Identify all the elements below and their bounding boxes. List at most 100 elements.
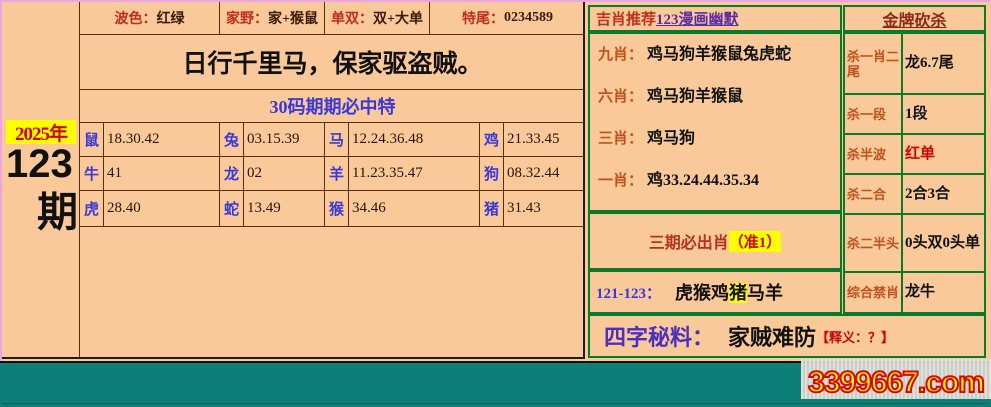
period-range-box: 121-123： 虎猴鸡猪马羊 [588,270,842,314]
attribute-cell-1: 家野： 家+猴鼠 [220,2,325,35]
zodiac-recommend-row: 六肖： 鸡马狗羊猴鼠 [598,82,840,124]
zodiac-numbers: 21.33.45 [507,131,560,147]
zodiac-recommend-box: 九肖： 鸡马狗羊猴鼠兔虎蛇 六肖： 鸡马狗羊猴鼠 三肖： 鸡马狗 一肖： 鸡33.24.44.… [588,32,842,212]
zodiac-recommend-row: 三肖： 鸡马狗 [598,124,840,166]
kill-value: 1段 [905,105,928,122]
attribute-label: 特尾： [462,12,504,27]
zodiac-row: 牛 41 龙 02 羊 11.23.35.47 狗 08.32.44 [80,157,585,191]
attribute-label: 单双： [331,12,373,27]
zodiac-numbers: 41 [107,165,122,181]
three-period-label: 三期必出肖 [648,235,729,252]
zodiac-name: 虎 [80,191,104,226]
zodiac-cell-蛇: 蛇 13.49 [220,191,325,227]
attribute-value: 双+大单 [373,12,423,27]
attribute-label: 波色： [114,12,157,27]
kill-value: 龙6.7尾 [905,55,954,71]
four-char-note[interactable]: 【释义：？】 [816,329,895,345]
zodiac-cell-兔: 兔 03.15.39 [220,123,325,157]
kill-label: 杀一肖二尾 [845,34,903,93]
zodiac-name: 牛 [80,157,104,190]
period-number: 123 [6,141,73,186]
kill-row: 杀一肖二尾 龙6.7尾 [843,32,986,95]
zodiac-name: 龙 [220,157,244,190]
zodiac-name: 猪 [480,191,504,226]
zodiac-recommend-value: 鸡33.24.44.35.34 [647,172,760,189]
zodiac-name: 鼠 [80,123,104,156]
recommend-header[interactable]: 吉肖推荐 123漫画幽默 [588,5,842,32]
zodiac-name: 蛇 [220,191,244,226]
kill-label: 杀二半头 [845,215,903,271]
gold-kill-header[interactable]: 金牌砍杀 [843,5,986,32]
zodiac-name: 马 [325,123,349,156]
watermark-text: 3399667.com [807,365,986,400]
zodiac-numbers: 28.40 [107,200,141,216]
zodiac-number-grid: 鼠 18.30.42 兔 03.15.39 马 12.24.36.48 鸡 21.33.45 牛… [80,123,585,227]
zodiac-recommend-row: 一肖： 鸡33.24.44.35.34 [598,166,840,208]
zodiac-cell-猴: 猴 34.46 [325,191,480,227]
recommend-label: 吉肖推荐 [596,12,657,28]
kill-label: 综合禁肖 [845,273,903,312]
zodiac-name: 羊 [325,157,349,190]
comic-humor-link[interactable]: 123漫画幽默 [656,12,739,28]
attribute-cell-3: 特尾： 0234589 [430,2,585,35]
attribute-label: 家野： [226,12,268,27]
zodiac-cell-鸡: 鸡 21.33.45 [480,123,585,157]
attribute-value: 红绿 [156,12,185,27]
zodiac-recommend-label: 九肖： [598,47,644,63]
zodiac-recommend-value: 鸡马狗 [647,130,696,147]
left-panel-filler [80,227,585,357]
kill-value: 红单 [905,145,936,162]
attribute-header-row: 波色： 红绿 家野： 家+猴鼠 单双： 双+大单 特尾： 0234589 [80,2,585,35]
kill-label: 杀一段 [845,95,903,133]
zodiac-numbers: 11.23.35.47 [352,165,423,181]
zodiac-cell-羊: 羊 11.23.35.47 [325,157,480,191]
four-char-label: 四字秘料： [604,325,715,350]
kill-value: 0头双0头单 [905,234,981,251]
left-panel: 2025年 123 期 波色： 红绿 家野： 家+猴鼠 单双： 双+大单 特尾： 023458… [2,2,585,359]
kill-row: 杀二半头 0头双0头单 [843,215,986,273]
kill-value: 龙牛 [905,284,936,300]
three-period-badge: （准1） [728,230,782,252]
year-badge: 2025年 [6,120,76,145]
four-char-secret-box: 四字秘料： 家贼难防 【释义：？】 [588,314,986,358]
attribute-cell-2: 单双： 双+大单 [325,2,430,35]
attribute-value: 0234589 [504,10,553,25]
slogan-text: 日行千里马，保家驱盗贼。 [80,35,585,90]
zodiac-recommend-value: 鸡马狗羊猴鼠兔虎蛇 [647,46,792,63]
period-range-value: 虎猴鸡猪马羊 [675,279,783,305]
zodiac-row: 虎 28.40 蛇 13.49 猴 34.46 猪 31.43 [80,191,585,227]
kill-row: 杀半波 红单 [843,135,986,175]
attribute-cell-0: 波色： 红绿 [80,2,220,35]
zodiac-cell-龙: 龙 02 [220,157,325,191]
kill-row: 杀一段 1段 [843,95,986,135]
zodiac-numbers: 08.32.44 [507,165,560,181]
zodiac-cell-马: 马 12.24.36.48 [325,123,480,157]
subtitle-text: 30码期期必中特 [80,90,585,123]
zodiac-numbers: 31.43 [507,200,541,216]
zodiac-name: 兔 [220,123,244,156]
kill-row: 杀二合 2合3合 [843,175,986,215]
zodiac-cell-虎: 虎 28.40 [80,191,220,227]
zodiac-name: 猴 [325,191,349,226]
zodiac-numbers: 02 [247,165,262,181]
zodiac-numbers: 34.46 [352,200,386,216]
zodiac-row: 鼠 18.30.42 兔 03.15.39 马 12.24.36.48 鸡 21.33.45 [80,123,585,157]
right-panel: 吉肖推荐 123漫画幽默 金牌砍杀 九肖： 鸡马狗羊猴鼠兔虎蛇 六肖： 鸡马狗羊猴鼠三… [585,2,989,359]
zodiac-recommend-label: 三肖： [598,131,644,147]
gold-kill-label: 金牌砍杀 [882,12,947,30]
period-unit: 期 [37,189,78,235]
kill-label: 杀半波 [845,135,903,173]
watermark-background [801,359,991,399]
zodiac-cell-牛: 牛 41 [80,157,220,191]
zodiac-name: 鸡 [480,123,504,156]
zodiac-cell-猪: 猪 31.43 [480,191,585,227]
three-period-box: 三期必出肖 （准1） [588,212,842,270]
range-highlight: 猪 [729,283,747,303]
attribute-value: 家+猴鼠 [268,12,318,27]
kill-label: 杀二合 [845,175,903,213]
zodiac-numbers: 12.24.36.48 [352,131,424,147]
kill-row: 综合禁肖 龙牛 [843,273,986,314]
period-cell: 2025年 123 期 [2,2,80,357]
